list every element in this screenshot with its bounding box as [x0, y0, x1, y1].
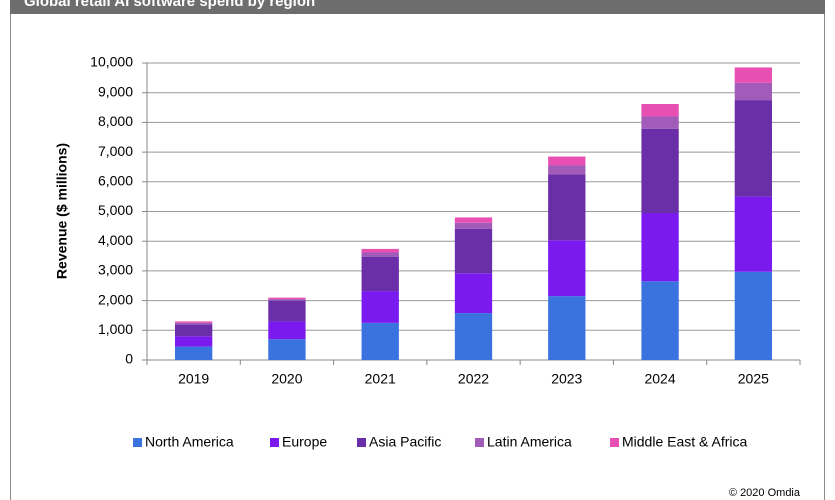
- bar-segment: [361, 256, 399, 292]
- bar-segment: [268, 300, 306, 322]
- bar-segment: [548, 156, 586, 166]
- header-bar: [10, 0, 825, 14]
- bar-segment: [454, 228, 493, 274]
- legend-label: Middle East & Africa: [622, 434, 747, 450]
- legend-swatch: [270, 438, 279, 447]
- legend-label: Latin America: [487, 434, 572, 450]
- bar-segment: [454, 217, 493, 223]
- x-tick-label: 2025: [738, 371, 769, 387]
- legend-swatch: [610, 438, 619, 447]
- x-tick-label: 2021: [365, 371, 396, 387]
- bar-segment: [734, 82, 773, 101]
- bar-segment: [361, 291, 399, 323]
- bar-segment: [361, 322, 399, 360]
- frame: [10, 0, 825, 500]
- legend-label: Asia Pacific: [369, 434, 441, 450]
- y-tick-label: 5,000: [98, 202, 133, 218]
- bar-segment: [641, 281, 679, 360]
- bar-segment: [734, 196, 773, 272]
- y-tick-label: 2,000: [98, 291, 133, 307]
- x-tick-label: 2024: [644, 371, 675, 387]
- y-tick-label: 4,000: [98, 232, 133, 248]
- bar-segment: [174, 321, 213, 323]
- bar-segment: [454, 313, 493, 360]
- bar-segment: [268, 321, 306, 340]
- bar-segment: [548, 174, 586, 241]
- bar-segment: [268, 299, 306, 301]
- x-tick-label: 2019: [178, 371, 209, 387]
- y-tick-label: 7,000: [98, 143, 133, 159]
- y-tick-label: 1,000: [98, 321, 133, 337]
- y-tick-label: 0: [125, 351, 133, 367]
- bar-segment: [734, 271, 773, 360]
- bar-segment: [734, 67, 773, 83]
- chart-title: Global retail AI software spend by regio…: [24, 0, 315, 10]
- bar-segment: [268, 339, 306, 360]
- bar-segment: [641, 103, 679, 117]
- y-tick-label: 3,000: [98, 262, 133, 278]
- legend-swatch: [133, 438, 142, 447]
- x-tick-label: 2022: [458, 371, 489, 387]
- y-tick-label: 8,000: [98, 113, 133, 129]
- bar-segment: [454, 222, 493, 229]
- legend-swatch: [357, 438, 366, 447]
- bar-segment: [174, 322, 213, 325]
- bar-segment: [268, 297, 306, 300]
- y-tick-label: 6,000: [98, 173, 133, 189]
- bar-segment: [641, 212, 679, 282]
- bar-segment: [641, 128, 679, 213]
- bar-segment: [548, 296, 586, 360]
- bar-segment: [174, 346, 213, 360]
- bar-segment: [548, 240, 586, 297]
- y-axis-label: Revenue ($ millions): [54, 143, 70, 279]
- bar-segment: [548, 165, 586, 175]
- bar-segment: [174, 336, 213, 347]
- legend-label: North America: [145, 434, 234, 450]
- bar-segment: [174, 324, 213, 337]
- bar-segment: [641, 116, 679, 129]
- source: © 2020 Omdia: [729, 487, 801, 499]
- bar-segment: [454, 273, 493, 314]
- legend-swatch: [475, 438, 484, 447]
- x-tick-label: 2020: [271, 371, 302, 387]
- x-tick-label: 2023: [551, 371, 582, 387]
- y-tick-label: 9,000: [98, 83, 133, 99]
- bar-segment: [734, 100, 773, 197]
- bar-segment: [361, 252, 399, 257]
- bar-segment: [361, 248, 399, 253]
- legend-label: Europe: [282, 434, 327, 450]
- y-tick-label: 10,000: [90, 54, 133, 70]
